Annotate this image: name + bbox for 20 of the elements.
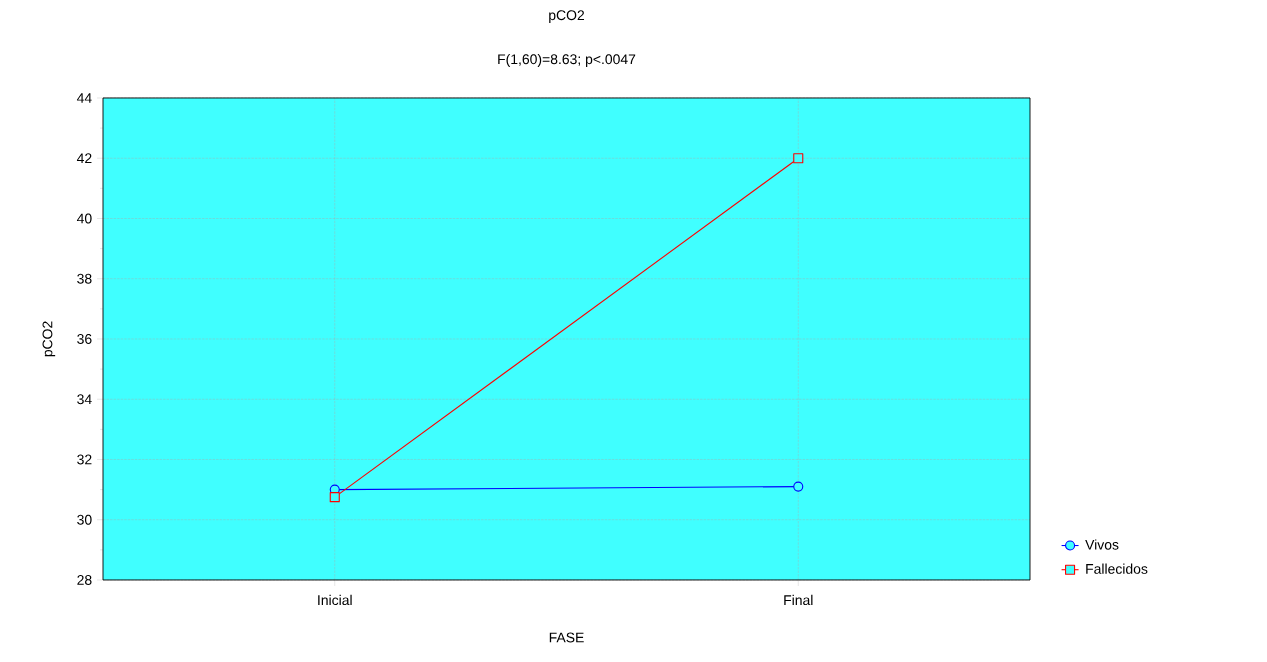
x-tick-label: Inicial: [318, 594, 352, 606]
point: [329, 492, 340, 503]
y-tick-label: 34: [77, 394, 92, 405]
legend-label: Fallecidos: [1086, 563, 1148, 574]
y-tick-label: 38: [77, 273, 92, 284]
y-tick-label: 28: [77, 575, 92, 585]
point: [793, 481, 804, 492]
y-tick-label: 30: [77, 514, 92, 525]
y-axis-title: pCO2: [42, 321, 56, 357]
point: [793, 153, 804, 164]
x-tick-label: Final: [784, 594, 813, 606]
y-tick-label: 44: [76, 93, 92, 103]
y-tick-label: 40: [76, 213, 92, 224]
y-tick-label: 42: [76, 153, 92, 164]
legend-label: Vivos: [1085, 539, 1119, 550]
y-tick-label: 32: [77, 454, 92, 465]
x-axis-title: FASE: [549, 632, 584, 643]
y-tick-label: 36: [77, 334, 92, 344]
chart-subtitle: F(1,60)=8.63; p<.0047: [498, 53, 636, 67]
chart-title: pCO2: [549, 10, 585, 23]
